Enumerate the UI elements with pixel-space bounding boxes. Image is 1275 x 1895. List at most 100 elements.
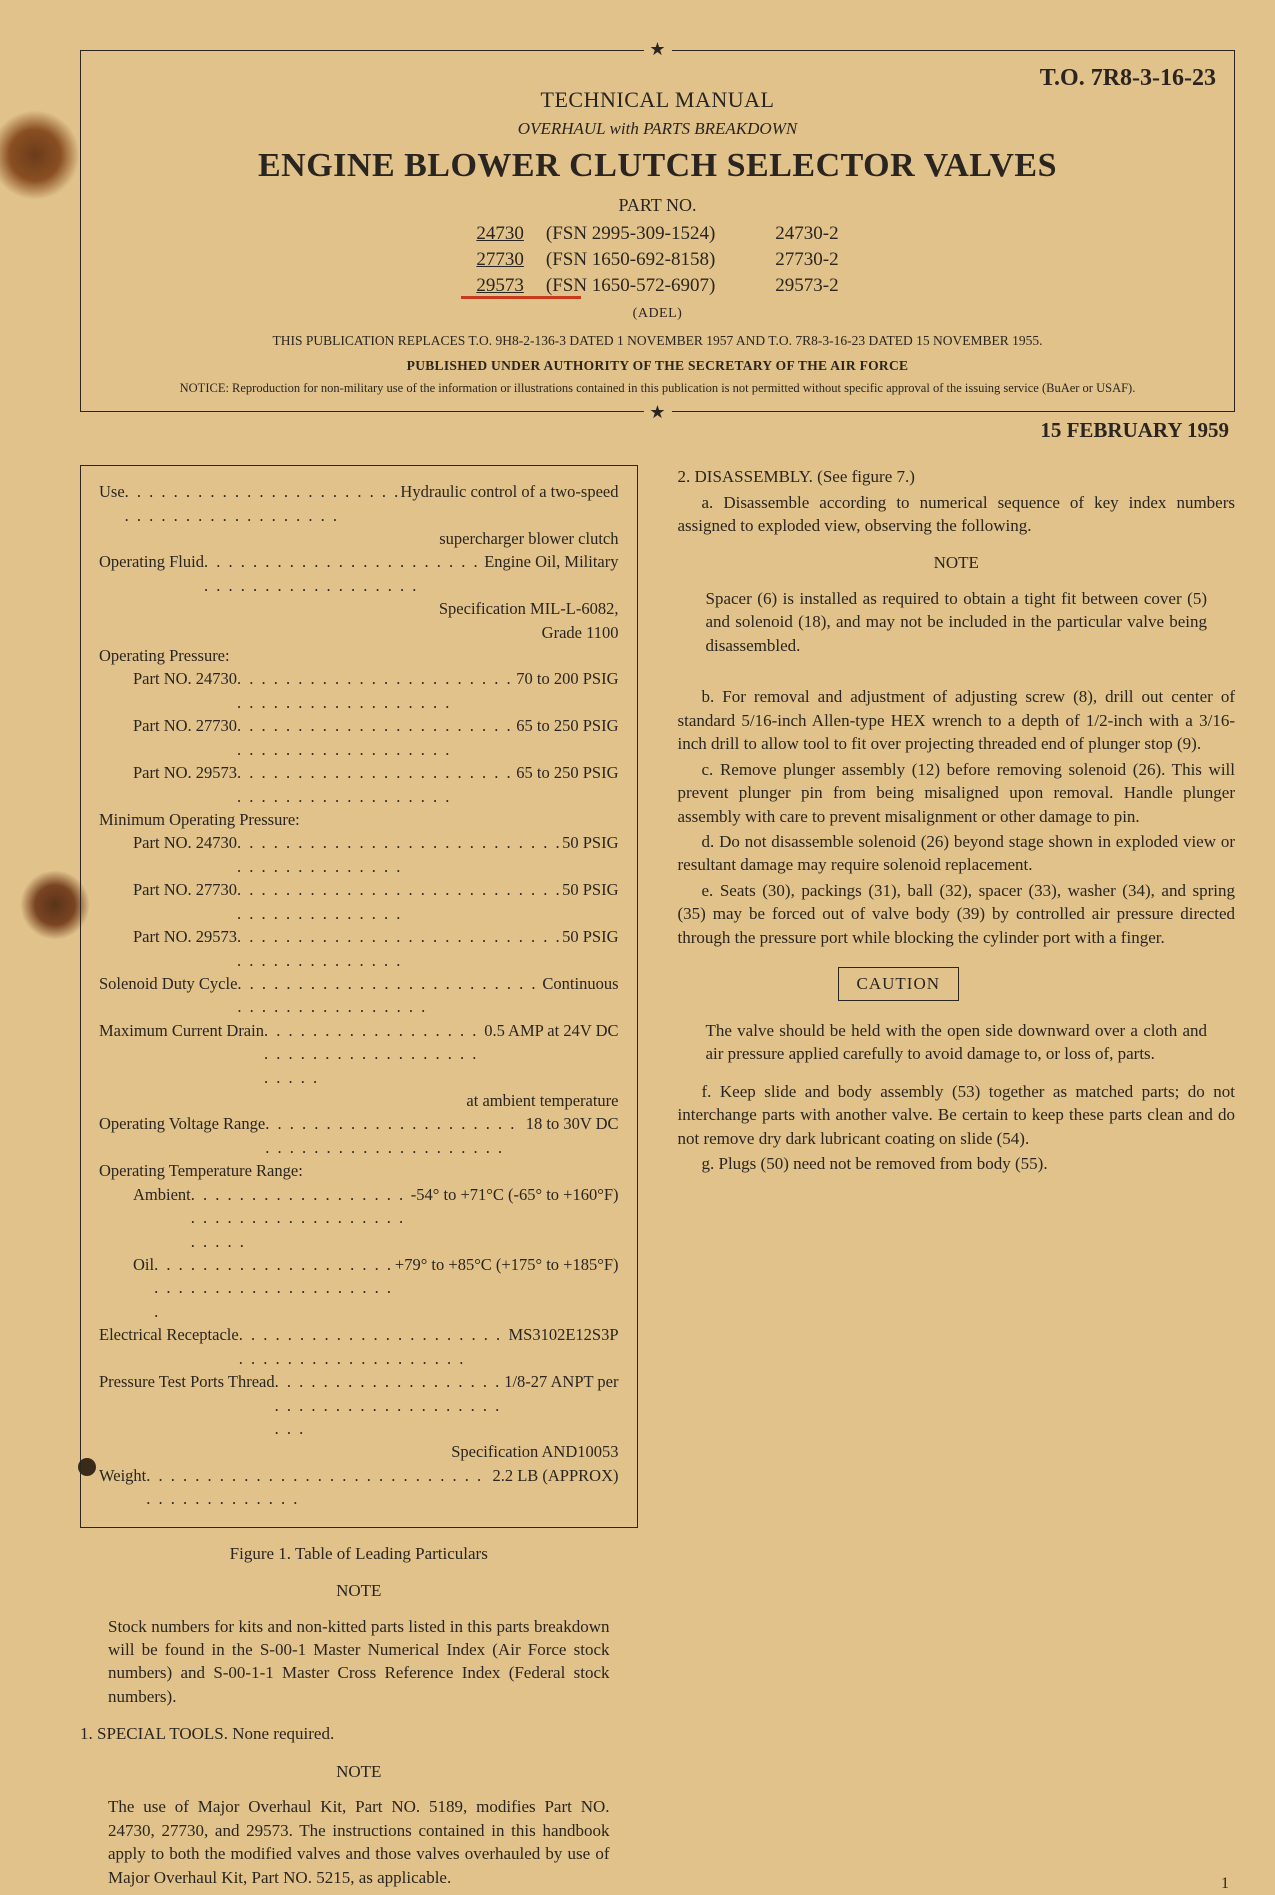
leader-dots — [237, 714, 516, 761]
spec-label: Part NO. 24730 — [133, 831, 237, 878]
spec-heading: Operating Temperature Range: — [99, 1159, 619, 1182]
note-heading: NOTE — [80, 1579, 638, 1602]
spec-value: 18 to 30V DC — [526, 1112, 619, 1159]
subtitle: OVERHAUL with PARTS BREAKDOWN — [111, 119, 1204, 139]
note-body: Spacer (6) is installed as required to o… — [678, 587, 1236, 657]
star-ornament-top: ★ — [643, 39, 671, 60]
table-row: 27730 (FSN 1650-692-8158) 27730-2 — [466, 248, 848, 272]
table-row: 24730 (FSN 2995-309-1524) 24730-2 — [466, 222, 848, 246]
main-title: ENGINE BLOWER CLUTCH SELECTOR VALVES — [111, 147, 1204, 185]
spec-heading: Minimum Operating Pressure: — [99, 808, 619, 831]
note-heading: NOTE — [80, 1760, 638, 1783]
spec-label: Operating Fluid — [99, 550, 204, 597]
spec-continuation: at ambient temperature — [99, 1089, 619, 1112]
note-heading: NOTE — [678, 551, 1236, 574]
section-heading: 1. SPECIAL TOOLS. None required. — [80, 1722, 638, 1745]
spec-value: 0.5 AMP at 24V DC — [484, 1019, 618, 1089]
note-body: The use of Major Overhaul Kit, Part NO. … — [80, 1795, 638, 1889]
body-paragraph: c. Remove plunger assembly (12) before r… — [678, 758, 1236, 828]
spec-label: Electrical Receptacle — [99, 1323, 239, 1370]
leader-dots — [191, 1183, 411, 1253]
leader-dots — [265, 1112, 526, 1159]
spec-continuation: Grade 1100 — [99, 621, 619, 644]
red-underline-mark — [461, 296, 581, 299]
spec-label: Part NO. 29573 — [133, 761, 237, 808]
leader-dots — [239, 1323, 509, 1370]
spec-value: 50 PSIG — [562, 878, 618, 925]
fsn-number: (FSN 1650-692-8158) — [536, 248, 725, 272]
part-number-table: 24730 (FSN 2995-309-1524) 24730-2 27730 … — [464, 220, 850, 300]
spec-value: +79° to +85°C (+175° to +185°F) — [395, 1253, 619, 1323]
spec-value: 2.2 LB (APPROX) — [492, 1464, 618, 1511]
part-number: 27730 — [466, 248, 534, 272]
body-paragraph: d. Do not disassemble solenoid (26) beyo… — [678, 830, 1236, 877]
spec-label: Pressure Test Ports Thread — [99, 1370, 275, 1440]
spec-label: Part NO. 27730 — [133, 714, 237, 761]
body-paragraph: g. Plugs (50) need not be removed from b… — [678, 1152, 1236, 1175]
spec-value: MS3102E12S3P — [508, 1323, 618, 1370]
header-box: ★ T.O. 7R8-3-16-23 TECHNICAL MANUAL OVER… — [80, 50, 1235, 412]
spec-label: Part NO. 27730 — [133, 878, 237, 925]
leader-dots — [237, 972, 542, 1019]
part-number: 24730 — [466, 222, 534, 246]
page-content: ★ T.O. 7R8-3-16-23 TECHNICAL MANUAL OVER… — [80, 50, 1235, 1588]
spec-value: 50 PSIG — [562, 925, 618, 972]
fsn-number: (FSN 2995-309-1524) — [536, 222, 725, 246]
body-paragraph: b. For removal and adjustment of adjusti… — [678, 685, 1236, 755]
notice-text: NOTICE: Reproduction for non-military us… — [111, 380, 1204, 397]
spec-value: 65 to 250 PSIG — [516, 714, 618, 761]
section-heading: 2. DISASSEMBLY. (See figure 7.) — [678, 465, 1236, 488]
spec-value: 1/8-27 ANPT per — [504, 1370, 618, 1440]
part-suffix: 29573-2 — [727, 274, 848, 298]
leader-dots — [125, 480, 401, 527]
spec-value: -54° to +71°C (-65° to +160°F) — [411, 1183, 619, 1253]
body-paragraph: e. Seats (30), packings (31), ball (32),… — [678, 879, 1236, 949]
leader-dots — [237, 761, 516, 808]
spec-value: 65 to 250 PSIG — [516, 761, 618, 808]
part-no-label: PART NO. — [111, 195, 1204, 216]
leader-dots — [237, 925, 562, 972]
spec-continuation: supercharger blower clutch — [99, 527, 619, 550]
spec-value: Engine Oil, Military — [484, 550, 618, 597]
leader-dots — [264, 1019, 484, 1089]
body-paragraph: f. Keep slide and body assembly (53) tog… — [678, 1080, 1236, 1150]
spec-label: Use — [99, 480, 125, 527]
spec-continuation: Specification AND10053 — [99, 1440, 619, 1463]
leader-dots — [275, 1370, 505, 1440]
leader-dots — [204, 550, 484, 597]
leader-dots — [146, 1464, 492, 1511]
caution-body: The valve should be held with the open s… — [678, 1019, 1236, 1066]
part-number: 29573 — [466, 274, 534, 298]
spec-value: Hydraulic control of a two-speed — [400, 480, 618, 527]
page-stain — [0, 110, 80, 200]
table-row: 29573 (FSN 1650-572-6907) 29573-2 — [466, 274, 848, 298]
left-column: Use Hydraulic control of a two-speed supe… — [80, 465, 638, 1889]
two-column-body: Use Hydraulic control of a two-speed supe… — [80, 465, 1235, 1889]
spec-label: Oil — [133, 1253, 154, 1323]
body-paragraph: a. Disassemble according to numerical se… — [678, 491, 1236, 538]
spec-heading: Operating Pressure: — [99, 644, 619, 667]
leader-dots — [154, 1253, 395, 1323]
spec-value: Continuous — [542, 972, 618, 1019]
spec-label: Part NO. 29573 — [133, 925, 237, 972]
to-number: T.O. 7R8-3-16-23 — [1040, 65, 1216, 92]
fsn-number: (FSN 1650-572-6907) — [536, 274, 725, 298]
star-ornament-bottom: ★ — [643, 402, 671, 423]
replaces-text: THIS PUBLICATION REPLACES T.O. 9H8-2-136… — [111, 332, 1204, 350]
spec-label: Ambient — [133, 1183, 191, 1253]
spec-label: Maximum Current Drain — [99, 1019, 264, 1089]
adel-label: (ADEL) — [111, 306, 1204, 322]
spec-value: 50 PSIG — [562, 831, 618, 878]
page-number: 1 — [1221, 1873, 1229, 1895]
spec-continuation: Specification MIL-L-6082, — [99, 597, 619, 620]
spec-value: 70 to 200 PSIG — [516, 667, 618, 714]
published-authority: PUBLISHED UNDER AUTHORITY OF THE SECRETA… — [111, 358, 1204, 374]
leader-dots — [237, 878, 562, 925]
leader-dots — [237, 667, 516, 714]
leader-dots — [237, 831, 562, 878]
spec-label: Part NO. 24730 — [133, 667, 237, 714]
part-suffix: 24730-2 — [727, 222, 848, 246]
spec-label: Solenoid Duty Cycle — [99, 972, 237, 1019]
spec-label: Operating Voltage Range — [99, 1112, 265, 1159]
figure-caption: Figure 1. Table of Leading Particulars — [80, 1542, 638, 1565]
